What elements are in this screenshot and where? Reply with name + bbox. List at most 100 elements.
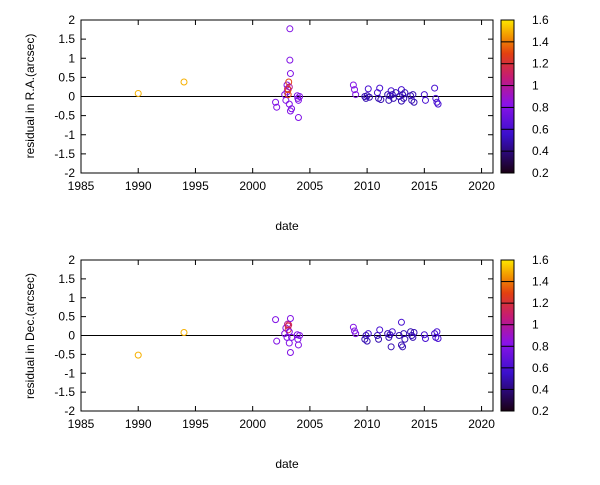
colorbar-tick-label: 0.4 xyxy=(532,382,549,396)
data-point xyxy=(294,335,302,343)
data-point xyxy=(385,96,393,104)
ytick-label: 1.5 xyxy=(58,272,75,286)
ytick-label: 2 xyxy=(68,13,75,27)
ytick-labels-ra: 2 1.5 1 0.5 0 -0.5 -1 -1.5 -2 xyxy=(54,13,75,180)
colorbar-tick-label: 0.8 xyxy=(532,339,549,353)
data-point xyxy=(283,333,291,341)
xtick-label: 1985 xyxy=(68,417,95,431)
data-point xyxy=(407,328,415,336)
xtick-label: 2015 xyxy=(411,417,438,431)
xtick-label: 2000 xyxy=(239,179,266,193)
data-point xyxy=(421,335,429,343)
data-point xyxy=(349,323,357,331)
data-point xyxy=(376,326,384,334)
data-point xyxy=(352,91,360,99)
data-point xyxy=(434,335,442,343)
colorbar-tick-label: 1.2 xyxy=(532,57,549,71)
data-point xyxy=(401,335,409,343)
colorbar-tick-label: 0.2 xyxy=(532,166,549,180)
colorbar-tick-label: 1.4 xyxy=(532,275,549,289)
data-point xyxy=(365,93,373,101)
points-ra xyxy=(134,25,442,122)
data-point xyxy=(397,341,405,349)
plot-frame-dec xyxy=(80,259,494,412)
data-point xyxy=(134,89,142,97)
data-point xyxy=(286,56,294,64)
data-point xyxy=(387,87,395,95)
data-point xyxy=(376,84,384,92)
colorbar-tick-label: 0.6 xyxy=(532,361,549,375)
xtick-label: 1990 xyxy=(125,417,152,431)
data-point xyxy=(286,315,294,323)
xlabel-dec: date xyxy=(275,457,299,471)
xtick-labels-ra: 1985 1990 1995 2000 2005 2010 2015 2020 xyxy=(68,179,496,193)
ytick-label: -1.5 xyxy=(54,147,75,161)
panel-ra: residual in R.A.(arcsec) 2 1.5 1 0.5 0 -0.5 -1… xyxy=(23,13,549,233)
data-point xyxy=(349,81,357,89)
xtick-label: 2015 xyxy=(411,179,438,193)
data-point xyxy=(409,91,417,99)
data-point xyxy=(433,328,441,336)
xtick-label: 2020 xyxy=(468,417,495,431)
xtick-label: 2000 xyxy=(239,417,266,431)
data-point xyxy=(284,91,292,99)
data-point xyxy=(387,343,395,351)
data-point xyxy=(134,351,142,359)
xtick-label: 2005 xyxy=(297,417,324,431)
data-point xyxy=(361,335,369,343)
data-point xyxy=(288,333,296,341)
colorbar-tick-label: 1.2 xyxy=(532,296,549,310)
data-point xyxy=(286,25,294,33)
data-point xyxy=(180,328,188,336)
ytick-label: -2 xyxy=(64,166,75,180)
ytick-label: -2 xyxy=(64,404,75,418)
data-point xyxy=(421,96,429,104)
ytick-label: -0.5 xyxy=(54,109,75,123)
data-point xyxy=(420,331,428,339)
xtick-labels-dec: 1985 1990 1995 2000 2005 2010 2015 2020 xyxy=(68,417,496,431)
data-point xyxy=(388,328,396,336)
data-point xyxy=(410,328,418,336)
ytick-label: 2 xyxy=(68,253,75,267)
ytick-label: 1 xyxy=(68,291,75,305)
data-point xyxy=(431,330,439,338)
data-point xyxy=(285,328,293,336)
colorbar-tick-label: 1 xyxy=(532,79,539,93)
data-point xyxy=(397,318,405,326)
data-point xyxy=(180,78,188,86)
data-point xyxy=(286,348,294,356)
data-point xyxy=(434,100,442,108)
ytick-label: -1 xyxy=(64,128,75,142)
ytick-label: -0.5 xyxy=(54,347,75,361)
data-point xyxy=(363,337,371,345)
colorbar-tick-label: 1.4 xyxy=(532,35,549,49)
ytick-labels-dec: 2 1.5 1 0.5 0 -0.5 -1 -1.5 -2 xyxy=(54,253,75,418)
xtick-label: 1985 xyxy=(68,179,95,193)
xlabel-ra: date xyxy=(275,219,299,233)
colorbar-ticks-ra: 0.2 0.4 0.6 0.8 1 1.2 1.4 1.6 xyxy=(501,13,549,180)
ytick-label: 0 xyxy=(68,329,75,343)
colorbar-tick-label: 1 xyxy=(532,318,539,332)
ytick-label: 1 xyxy=(68,51,75,65)
data-point xyxy=(296,93,304,100)
ytick-label: -1 xyxy=(64,366,75,380)
xtick-label: 1990 xyxy=(125,179,152,193)
ytick-label: -1.5 xyxy=(54,385,75,399)
data-point xyxy=(273,103,281,111)
ylabel-ra: residual in R.A.(arcsec) xyxy=(23,34,37,159)
data-point xyxy=(432,94,440,102)
data-point xyxy=(285,321,293,329)
data-point xyxy=(294,341,302,349)
colorbar-tick-label: 0.8 xyxy=(532,100,549,114)
data-point xyxy=(272,316,280,324)
xtick-label: 2010 xyxy=(354,179,381,193)
colorbar-tick-label: 0.2 xyxy=(532,404,549,418)
data-point xyxy=(399,343,407,351)
data-point xyxy=(272,98,280,106)
data-point xyxy=(352,330,360,338)
ylabel-dec: residual in Dec.(arcsec) xyxy=(23,273,37,399)
colorbar-tick-label: 0.6 xyxy=(532,122,549,136)
data-point xyxy=(351,86,359,94)
